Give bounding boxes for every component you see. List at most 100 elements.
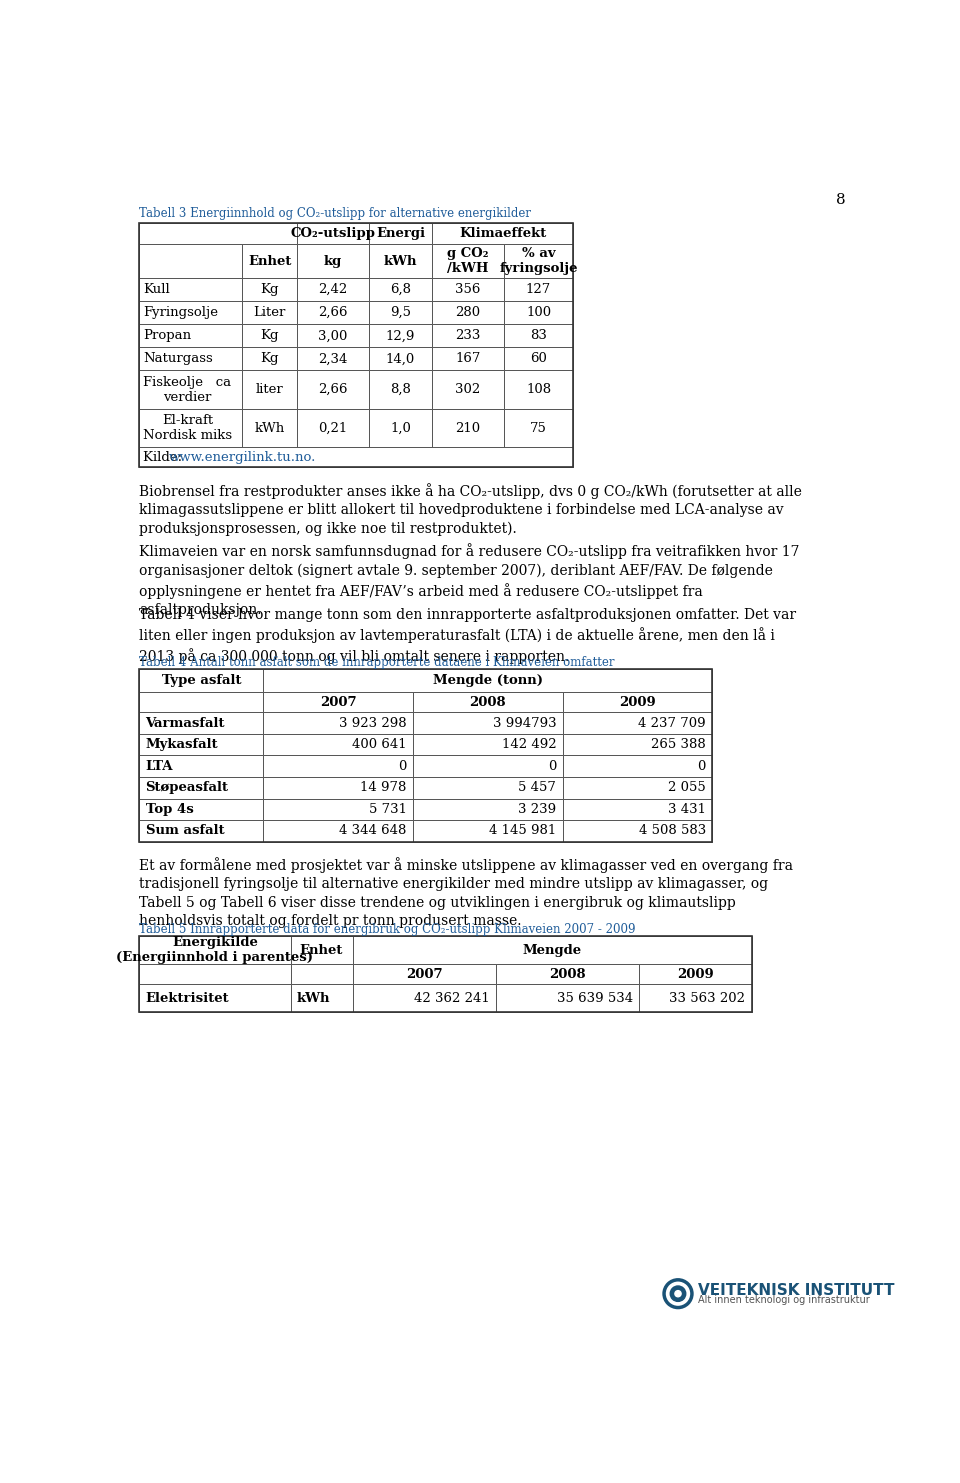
Bar (139, 820, 263, 842)
Text: 2007: 2007 (406, 967, 443, 980)
Text: 6,8: 6,8 (390, 283, 411, 297)
Text: Mykasfalt: Mykasfalt (146, 739, 218, 752)
Text: 2008: 2008 (549, 967, 586, 980)
Bar (263, 820, 413, 842)
Text: Liter: Liter (253, 305, 286, 319)
Bar (139, 222, 298, 245)
Text: 2,42: 2,42 (319, 283, 348, 297)
Text: 3 994793: 3 994793 (492, 716, 557, 730)
Text: Fyringsolje: Fyringsolje (143, 305, 218, 319)
Bar (139, 347, 242, 371)
Bar (369, 409, 432, 448)
Bar (563, 712, 712, 734)
Text: Kull: Kull (143, 283, 170, 297)
Text: Klimaeffekt: Klimaeffekt (459, 227, 546, 240)
Bar (298, 325, 369, 347)
Text: 127: 127 (526, 283, 551, 297)
Text: 12,9: 12,9 (386, 329, 416, 343)
Text: 60: 60 (530, 353, 547, 365)
Bar (139, 325, 242, 347)
Text: 14,0: 14,0 (386, 353, 415, 365)
Text: 0: 0 (698, 759, 706, 773)
Text: Kg: Kg (260, 283, 278, 297)
Text: Energikilde
(Energiinnhold i parentes): Energikilde (Energiinnhold i parentes) (116, 936, 313, 964)
Text: 2008: 2008 (469, 696, 506, 709)
Bar (563, 693, 712, 712)
Text: 3 431: 3 431 (668, 802, 706, 816)
Bar (139, 712, 263, 734)
Text: 4 344 648: 4 344 648 (340, 825, 407, 838)
Text: www.energilink.tu.no.: www.energilink.tu.no. (169, 451, 316, 464)
Bar (298, 301, 369, 325)
Bar (413, 734, 563, 755)
Text: 42 362 241: 42 362 241 (414, 992, 490, 1004)
Bar (139, 277, 242, 301)
Bar (139, 734, 263, 755)
Bar (263, 755, 413, 777)
Text: 0: 0 (548, 759, 557, 773)
Bar (504, 371, 573, 409)
Bar (139, 964, 291, 985)
Text: 0,21: 0,21 (319, 421, 348, 435)
Text: g CO₂
/kWH: g CO₂ /kWH (447, 248, 489, 276)
Bar (298, 245, 369, 277)
Text: 8,8: 8,8 (390, 383, 411, 396)
Bar (413, 755, 563, 777)
Bar (413, 693, 563, 712)
Text: 83: 83 (530, 329, 547, 343)
Bar (263, 693, 413, 712)
Text: 265 388: 265 388 (651, 739, 706, 752)
Bar (139, 936, 291, 964)
Text: Kg: Kg (260, 353, 278, 365)
Text: Enhet: Enhet (300, 943, 343, 957)
Text: Alt innen teknologi og infrastruktur: Alt innen teknologi og infrastruktur (698, 1295, 870, 1305)
Bar (242, 371, 298, 409)
Text: Varmasfalt: Varmasfalt (146, 716, 225, 730)
Bar (139, 301, 242, 325)
Text: 2,66: 2,66 (319, 383, 348, 396)
Text: 100: 100 (526, 305, 551, 319)
Text: 167: 167 (455, 353, 481, 365)
Text: 2009: 2009 (619, 696, 656, 709)
Bar (242, 301, 298, 325)
Text: 2007: 2007 (320, 696, 356, 709)
Text: LTA: LTA (146, 759, 173, 773)
Bar (298, 347, 369, 371)
Bar (291, 936, 352, 964)
Bar (263, 712, 413, 734)
Text: Type asfalt: Type asfalt (161, 675, 241, 687)
Text: Biobrensel fra restprodukter anses ikke å ha CO₂-utslipp, dvs 0 g CO₂/kWh (forut: Biobrensel fra restprodukter anses ikke … (139, 483, 803, 535)
Bar (432, 277, 504, 301)
Text: 1,0: 1,0 (390, 421, 411, 435)
Text: Top 4s: Top 4s (146, 802, 193, 816)
Bar (242, 325, 298, 347)
Bar (504, 347, 573, 371)
Text: kWh: kWh (297, 992, 330, 1004)
Bar (563, 734, 712, 755)
Bar (369, 245, 432, 277)
Text: 14 978: 14 978 (360, 782, 407, 795)
Text: 2,66: 2,66 (319, 305, 348, 319)
Bar (413, 798, 563, 820)
Text: 0: 0 (398, 759, 407, 773)
Bar (496, 964, 639, 985)
Text: 35 639 534: 35 639 534 (557, 992, 633, 1004)
Bar (352, 985, 496, 1011)
Bar (504, 325, 573, 347)
Circle shape (670, 1286, 685, 1302)
Bar (139, 245, 242, 277)
Text: 210: 210 (455, 421, 481, 435)
Text: % av
fyringsolje: % av fyringsolje (499, 248, 578, 276)
Text: 5 731: 5 731 (369, 802, 407, 816)
Text: Et av formålene med prosjektet var å minske utslippene av klimagasser ved en ove: Et av formålene med prosjektet var å min… (139, 857, 793, 928)
Bar (242, 347, 298, 371)
Bar (263, 734, 413, 755)
Bar (298, 277, 369, 301)
Text: 2009: 2009 (677, 967, 714, 980)
Text: 233: 233 (455, 329, 481, 343)
Text: 5 457: 5 457 (518, 782, 557, 795)
Bar (139, 985, 291, 1011)
Text: Enhet: Enhet (248, 255, 291, 267)
Bar (369, 371, 432, 409)
Text: CO₂-utslipp: CO₂-utslipp (291, 227, 375, 240)
